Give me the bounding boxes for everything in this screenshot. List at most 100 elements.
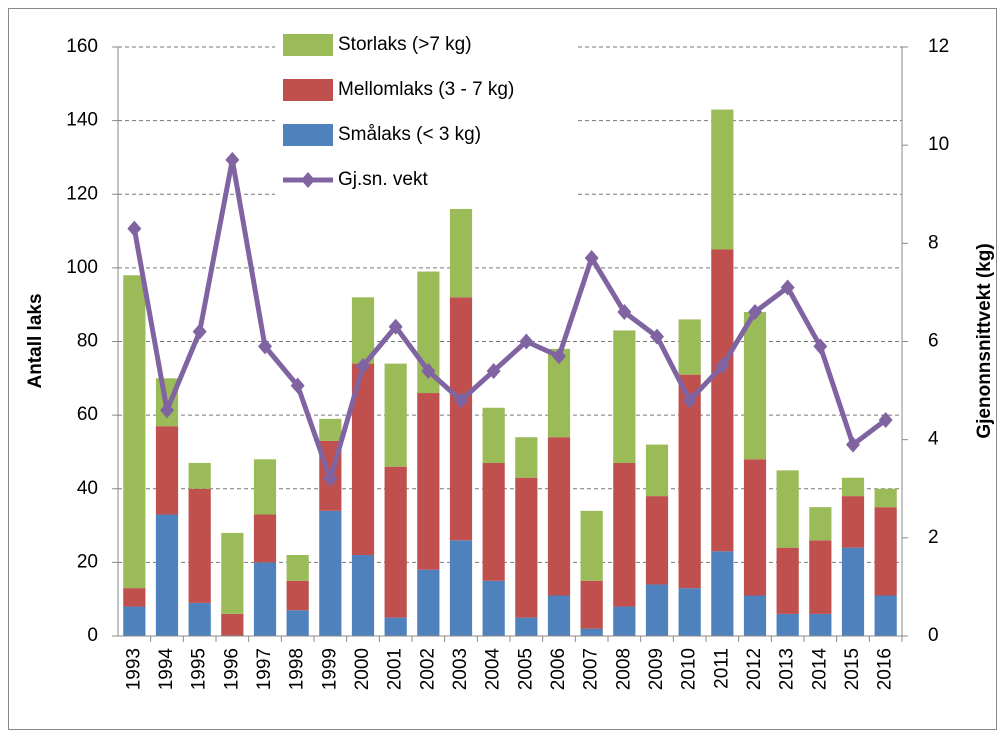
line-marker [486, 362, 501, 379]
bar-segment [809, 507, 832, 541]
bar-segment [188, 462, 211, 489]
bar-segment [253, 459, 277, 515]
x-tick-label: 2003 [450, 648, 471, 690]
legend-swatch [283, 124, 333, 146]
y-tick-label: 60 [77, 404, 98, 425]
y2-axis-title: Gjenonnsnittvekt (kg) [974, 243, 995, 438]
x-tick-label: 2014 [809, 648, 830, 691]
x-tick-label: 2001 [385, 648, 406, 690]
line-marker [160, 402, 174, 419]
x-tick-label: 1997 [254, 648, 275, 690]
y2-tick-label: 2 [928, 527, 939, 548]
y-axis-title: Antall laks [25, 293, 46, 388]
bar-segment [123, 606, 146, 636]
bar-segment [613, 606, 636, 636]
x-tick-label: 2000 [352, 648, 373, 690]
bar-segment [319, 418, 342, 441]
line [131, 157, 888, 482]
y-tick-label: 80 [77, 331, 98, 352]
bar-segment [874, 488, 897, 508]
legend-label: Smålaks (< 3 kg) [338, 124, 481, 145]
bar-segment [841, 547, 865, 636]
x-tick-label: 2004 [483, 648, 504, 691]
line-marker [584, 250, 599, 267]
line-marker [356, 358, 370, 375]
bar-segment [482, 462, 505, 581]
y2-tick-label: 12 [928, 36, 949, 57]
line-marker [225, 151, 240, 168]
bar-segment [351, 297, 375, 364]
bar-segment [384, 466, 407, 618]
x-tick-label: 2002 [417, 648, 438, 690]
bar-segment [841, 496, 865, 548]
bar-segment [449, 540, 473, 636]
bar-segment [743, 312, 767, 460]
bar-segment [155, 514, 179, 636]
bar-segment [678, 588, 701, 636]
bar-segment [711, 551, 734, 636]
bar-segment [384, 617, 407, 636]
bar-segment [613, 462, 636, 607]
legend-swatch [283, 79, 333, 101]
x-tick-label: 2013 [777, 648, 798, 690]
line-marker [388, 318, 403, 335]
y-tick-label: 20 [77, 551, 98, 572]
x-tick-label: 2012 [744, 648, 765, 690]
bar-segment [711, 249, 734, 552]
bar-segment [188, 488, 211, 603]
bar-segment [645, 584, 669, 636]
bar-segment [319, 510, 342, 636]
y2-tick-label: 4 [928, 429, 939, 450]
bar-segment [645, 444, 669, 497]
x-tick-label: 2008 [613, 648, 634, 690]
line-marker [552, 348, 566, 365]
bar-segment [776, 613, 799, 636]
y2-tick-label: 10 [928, 134, 949, 155]
bar-segment [809, 613, 832, 636]
x-tick-label: 2010 [679, 648, 700, 690]
x-tick-label: 1995 [189, 648, 210, 690]
bar-segment [580, 510, 603, 581]
x-tick-label: 2011 [711, 648, 732, 689]
y-tick-label: 0 [87, 625, 98, 646]
bar-segment [188, 602, 211, 636]
x-tick-label: 1998 [287, 648, 308, 690]
line-marker [878, 412, 893, 429]
x-tick-label: 1994 [156, 648, 177, 691]
x-tick-label: 1993 [123, 648, 144, 690]
bar-segment [776, 547, 799, 614]
x-tick-label: 2005 [515, 648, 536, 690]
bar-segment [743, 459, 767, 596]
line-marker [682, 392, 697, 409]
bar-segment [286, 610, 309, 636]
line-marker [258, 338, 272, 355]
y-tick-label: 160 [66, 36, 98, 57]
x-tick-label: 1996 [221, 648, 242, 690]
line-marker [454, 392, 468, 409]
bar-segment [547, 595, 571, 636]
bar-segment [221, 532, 244, 614]
bar-segment [449, 208, 473, 298]
y2-tick-label: 8 [928, 232, 939, 253]
bar-segment [547, 437, 571, 596]
legend-label: Gj.sn. vekt [338, 169, 428, 190]
bar-segment [155, 426, 179, 515]
line-marker [519, 333, 534, 350]
y-tick-label: 40 [77, 478, 98, 499]
y-tick-label: 140 [66, 110, 98, 131]
line-marker [813, 338, 828, 355]
bar-segment [613, 330, 636, 463]
legend-label: Storlaks (>7 kg) [338, 34, 472, 55]
y-tick-label: 100 [66, 257, 98, 278]
bar-segment [645, 496, 669, 585]
bar-segment [678, 319, 701, 375]
bar-segment [123, 588, 146, 607]
line-marker [421, 362, 436, 379]
x-tick-label: 2016 [875, 648, 896, 690]
bar-segment [351, 363, 375, 556]
bar-segment [678, 374, 701, 589]
y2-tick-label: 6 [928, 331, 939, 352]
line-marker [323, 470, 338, 487]
bar-segment [580, 628, 603, 636]
